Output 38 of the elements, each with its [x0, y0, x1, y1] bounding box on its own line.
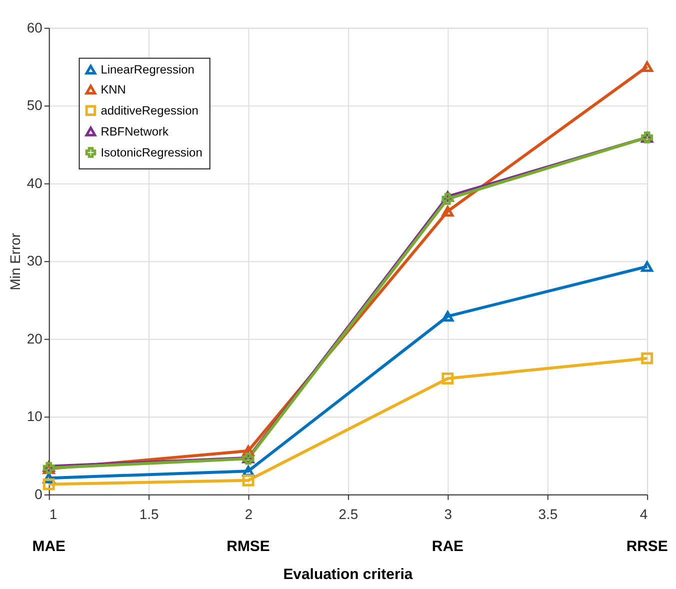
- point: [242, 474, 254, 486]
- text: RRSE: [626, 538, 668, 556]
- point: [442, 206, 454, 217]
- text: MAE: [32, 538, 66, 556]
- y-tick-label: 30: [26, 252, 43, 269]
- y-axis-title: Min Error: [6, 232, 23, 290]
- legend-label: IsotonicRegression: [100, 145, 202, 160]
- point: [442, 191, 454, 202]
- x-tick-label: 3: [444, 506, 452, 522]
- y-tick-label: 60: [26, 19, 43, 36]
- point: [442, 372, 454, 385]
- point: [641, 61, 654, 72]
- y-tick-label: 20: [26, 330, 43, 346]
- text: RAE: [432, 538, 464, 556]
- x-tick-label: 2: [244, 506, 253, 522]
- legend-label: KNN: [100, 82, 126, 97]
- y-tick-label: 10: [26, 408, 43, 424]
- point: [242, 446, 254, 456]
- point: [242, 466, 254, 476]
- point: [42, 472, 55, 484]
- point: [641, 261, 654, 272]
- legend-label: RBFNetwork: [100, 124, 168, 138]
- text: RMSE: [226, 538, 270, 556]
- x-axis-title: Evaluation criteria: [283, 566, 414, 584]
- point: [442, 192, 454, 205]
- x-tick-label: 4: [640, 506, 648, 522]
- point: [641, 352, 654, 364]
- y-tick-label: 50: [26, 97, 43, 114]
- legend-label: additiveRegession: [100, 104, 198, 118]
- x-tick-label: 2.5: [338, 506, 358, 522]
- y-tick-label: 40: [26, 174, 43, 191]
- x-tick-label: 1: [49, 506, 58, 522]
- point: [42, 478, 55, 490]
- legend-label: LinearRegression: [100, 62, 194, 77]
- x-tick-label: 1.5: [139, 506, 159, 522]
- y-tick-label: 0: [34, 486, 43, 502]
- x-tick-label: 3.5: [538, 506, 558, 522]
- point: [442, 310, 454, 322]
